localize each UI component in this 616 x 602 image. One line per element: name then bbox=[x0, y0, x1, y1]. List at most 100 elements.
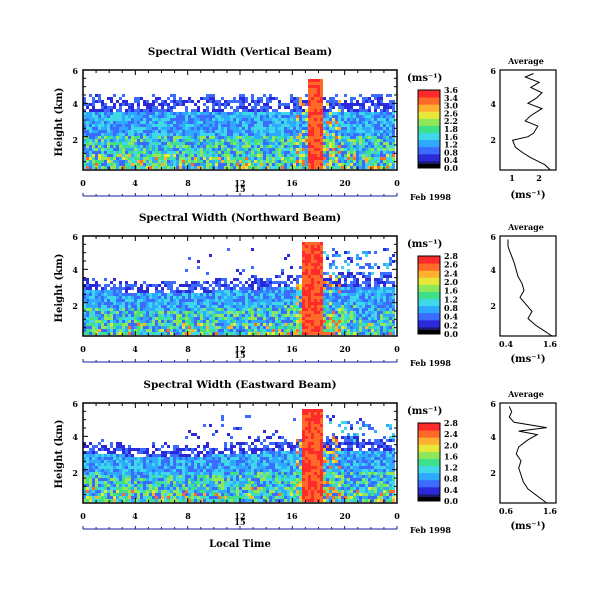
heatmap-cell bbox=[284, 293, 287, 296]
heatmap-cell bbox=[374, 94, 377, 97]
heatmap-cell bbox=[200, 139, 203, 142]
heatmap-cell bbox=[305, 151, 308, 154]
heatmap-cell bbox=[224, 127, 227, 130]
heatmap-cell bbox=[131, 302, 134, 305]
heatmap-cell bbox=[254, 157, 257, 160]
heatmap-cell bbox=[239, 151, 242, 154]
heatmap-cell bbox=[311, 82, 314, 85]
heatmap-cell bbox=[110, 445, 113, 448]
heatmap-cell bbox=[326, 115, 329, 118]
heatmap-cell bbox=[110, 457, 113, 460]
heatmap-cell bbox=[119, 109, 122, 112]
heatmap-cell bbox=[314, 296, 317, 299]
heatmap-cell bbox=[347, 127, 350, 130]
heatmap-cell bbox=[98, 293, 101, 296]
heatmap-cell bbox=[116, 481, 119, 484]
heatmap-cell bbox=[338, 106, 341, 109]
heatmap-cell bbox=[380, 293, 383, 296]
heatmap-cell bbox=[266, 124, 269, 127]
heatmap-cell bbox=[200, 284, 203, 287]
heatmap-cell bbox=[320, 305, 323, 308]
heatmap-cell bbox=[122, 118, 125, 121]
heatmap-cell bbox=[326, 166, 329, 169]
heatmap-cell bbox=[131, 154, 134, 157]
y-tick-label: 4 bbox=[72, 99, 78, 109]
heatmap-cell bbox=[368, 136, 371, 139]
heatmap-cell bbox=[278, 326, 281, 329]
heatmap-cell bbox=[392, 314, 395, 317]
heatmap-cell bbox=[314, 100, 317, 103]
heatmap-cell bbox=[128, 311, 131, 314]
heatmap-cell bbox=[167, 157, 170, 160]
heatmap-cell bbox=[89, 466, 92, 469]
heatmap-cell bbox=[119, 311, 122, 314]
heatmap-cell bbox=[251, 115, 254, 118]
heatmap-cell bbox=[188, 139, 191, 142]
panel-title: Spectral Width (Vertical Beam) bbox=[148, 46, 332, 58]
heatmap-cell bbox=[95, 493, 98, 496]
panel-vertical-beam: Spectral Width (Vertical Beam) Height (k… bbox=[54, 46, 556, 202]
heatmap-cell bbox=[86, 121, 89, 124]
heatmap-cell bbox=[260, 302, 263, 305]
heatmap-cell bbox=[371, 329, 374, 332]
heatmap-cell bbox=[197, 127, 200, 130]
heatmap-cell bbox=[263, 287, 266, 290]
heatmap-cell bbox=[152, 106, 155, 109]
heatmap-cell bbox=[95, 121, 98, 124]
heatmap-cell bbox=[344, 115, 347, 118]
heatmap-cell bbox=[86, 166, 89, 169]
heatmap-cell bbox=[209, 139, 212, 142]
heatmap-cell bbox=[176, 103, 179, 106]
heatmap-cell bbox=[134, 296, 137, 299]
heatmap-cell bbox=[125, 311, 128, 314]
heatmap-cell bbox=[278, 299, 281, 302]
heatmap-cell bbox=[233, 296, 236, 299]
heatmap-cell bbox=[350, 166, 353, 169]
heatmap-cell bbox=[377, 127, 380, 130]
heatmap-cell bbox=[254, 163, 257, 166]
heatmap-cell bbox=[104, 106, 107, 109]
heatmap-cell bbox=[356, 136, 359, 139]
heatmap-cell bbox=[125, 466, 128, 469]
heatmap-cell bbox=[275, 320, 278, 323]
heatmap-cell bbox=[221, 157, 224, 160]
heatmap-cell bbox=[329, 142, 332, 145]
heatmap-cell bbox=[170, 142, 173, 145]
heatmap-cell bbox=[209, 314, 212, 317]
heatmap-cell bbox=[371, 290, 374, 293]
heatmap-cell bbox=[314, 118, 317, 121]
heatmap-cell bbox=[299, 121, 302, 124]
heatmap-cell bbox=[224, 296, 227, 299]
colorbar-segment bbox=[418, 320, 440, 328]
heatmap-cell bbox=[200, 323, 203, 326]
heatmap-cell bbox=[317, 275, 320, 278]
heatmap-cell bbox=[128, 139, 131, 142]
heatmap-cell bbox=[134, 281, 137, 284]
heatmap-cell bbox=[335, 317, 338, 320]
heatmap-cell bbox=[194, 281, 197, 284]
heatmap-cell bbox=[293, 299, 296, 302]
heatmap-cell bbox=[335, 284, 338, 287]
heatmap-cell bbox=[287, 139, 290, 142]
heatmap-cell bbox=[305, 115, 308, 118]
heatmap-cell bbox=[368, 296, 371, 299]
heatmap-cell bbox=[293, 317, 296, 320]
heatmap-cell bbox=[170, 320, 173, 323]
heatmap-cell bbox=[155, 136, 158, 139]
heatmap-cell bbox=[224, 136, 227, 139]
heatmap-cell bbox=[218, 326, 221, 329]
heatmap-cell bbox=[233, 139, 236, 142]
heatmap-cell bbox=[86, 281, 89, 284]
heatmap-cell bbox=[119, 136, 122, 139]
heatmap-cell bbox=[161, 112, 164, 115]
heatmap-cell bbox=[269, 305, 272, 308]
heatmap-cell bbox=[89, 332, 92, 335]
heatmap-cell bbox=[137, 151, 140, 154]
heatmap-cell bbox=[215, 136, 218, 139]
heatmap-cell bbox=[338, 166, 341, 169]
heatmap-cell bbox=[221, 323, 224, 326]
heatmap-cell bbox=[164, 121, 167, 124]
heatmap-cell bbox=[365, 254, 368, 257]
heatmap-cell bbox=[317, 245, 320, 248]
heatmap-cell bbox=[353, 329, 356, 332]
